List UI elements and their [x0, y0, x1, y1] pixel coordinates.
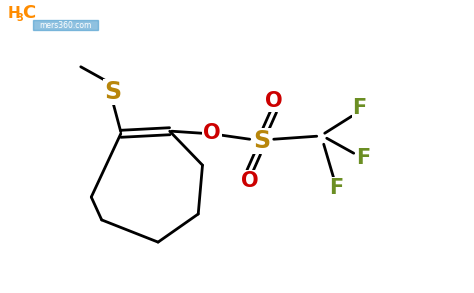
Text: H: H — [8, 6, 20, 21]
Bar — [33, 20, 98, 30]
Text: F: F — [356, 148, 371, 168]
Text: F: F — [329, 178, 344, 198]
Text: C: C — [22, 4, 36, 22]
Text: S: S — [253, 129, 270, 153]
Text: O: O — [241, 171, 258, 191]
Text: mers360.com: mers360.com — [39, 21, 91, 30]
Text: 3: 3 — [17, 13, 23, 23]
Text: F: F — [353, 98, 367, 118]
Text: O: O — [265, 91, 283, 111]
Text: S: S — [104, 80, 121, 104]
Text: O: O — [203, 123, 220, 143]
